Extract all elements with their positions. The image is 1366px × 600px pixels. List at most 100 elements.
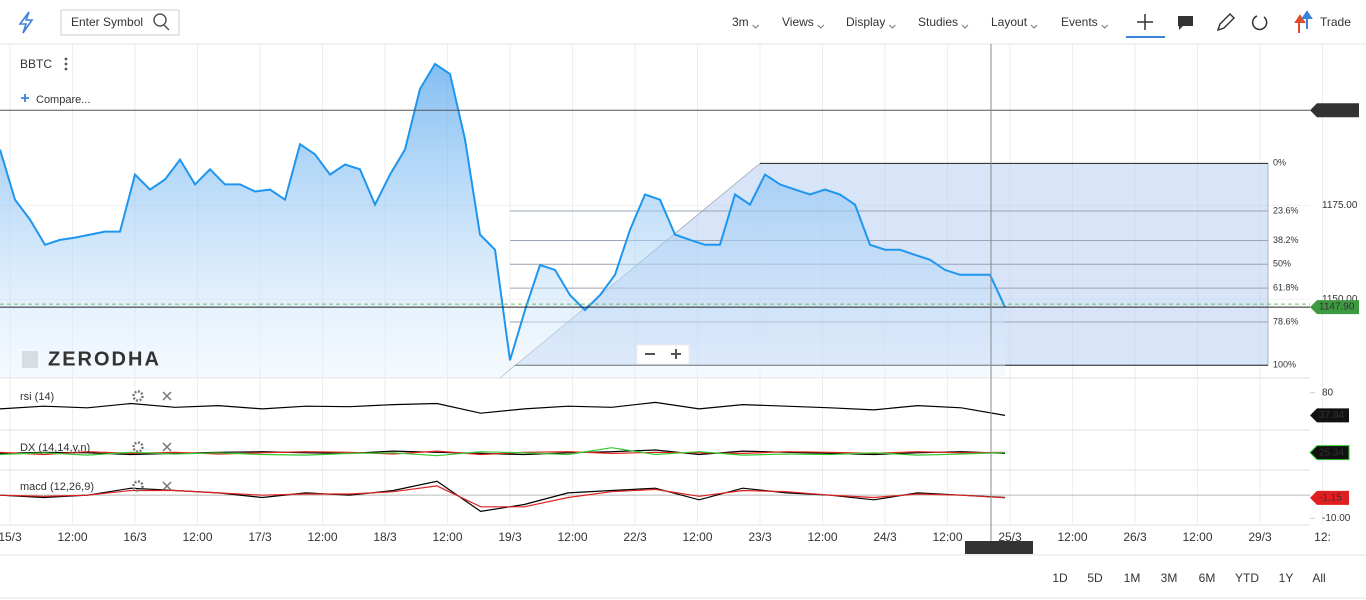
range-button[interactable]: 1M <box>1124 571 1141 585</box>
x-tick-label: 12: <box>1314 530 1331 544</box>
x-tick-label: 18/3 <box>373 530 397 544</box>
range-button[interactable]: 5D <box>1087 571 1103 585</box>
indicator-line <box>0 485 1006 508</box>
watermark: ZERODHA <box>48 348 161 370</box>
fib-level-label: 50% <box>1273 259 1291 269</box>
x-tick-label: 25/3 <box>998 530 1022 544</box>
x-tick-label: 12:00 <box>557 530 587 544</box>
x-tick-label: 12:00 <box>182 530 212 544</box>
range-button[interactable]: 1D <box>1052 571 1068 585</box>
menu-item[interactable]: 3m <box>732 15 749 29</box>
remove-icon[interactable] <box>162 442 172 452</box>
range-button[interactable]: YTD <box>1235 571 1259 585</box>
indicator-value: -1.15 <box>1319 492 1342 503</box>
watermark-logo <box>22 351 38 368</box>
last-price-tag <box>1310 300 1359 315</box>
x-tick-label: 24/3 <box>873 530 897 544</box>
y-tick-label: 1175.00 <box>1322 200 1358 211</box>
menu-item[interactable]: Display <box>846 15 885 29</box>
x-tick-label: 12:00 <box>307 530 337 544</box>
y-tick-label: 1150.00 <box>1322 294 1358 305</box>
menu-item[interactable]: Studies <box>918 15 958 29</box>
x-tick-label: 12:00 <box>57 530 87 544</box>
fib-level-label: 78.6% <box>1273 316 1299 326</box>
menu-chevron <box>889 24 896 29</box>
range-button[interactable]: 6M <box>1199 571 1216 585</box>
x-tick-label: 15/3 <box>0 530 22 544</box>
menu-chevron <box>1030 24 1038 29</box>
menu-item[interactable]: Views <box>782 15 814 29</box>
price-tag-label: 1200.35 <box>1319 105 1356 116</box>
menu-item[interactable]: Events <box>1061 15 1098 29</box>
crosshair-tool[interactable] <box>1137 14 1153 30</box>
x-tick-label: 19/3 <box>498 530 522 544</box>
trade-button[interactable]: Trade <box>1320 15 1351 29</box>
settings-icon[interactable] <box>132 441 144 453</box>
comment-tool[interactable] <box>1178 16 1193 30</box>
indicator-line <box>0 450 1006 456</box>
x-tick-label: 22/3 <box>623 530 647 544</box>
crosshair-tag <box>965 541 1033 554</box>
x-tick-label: 23/3 <box>748 530 772 544</box>
x-tick-label: 12:00 <box>807 530 837 544</box>
x-tick-label: 29/3 <box>1248 530 1272 544</box>
indicator-label: macd (12,26,9) <box>20 481 94 493</box>
x-tick-label: 12:00 <box>1182 530 1212 544</box>
plot: 15/3 12:00 16/3 12:00 17/3 12:00 18/3 12:00 19/3… <box>0 44 1359 554</box>
fib-level-label: 23.6% <box>1273 205 1299 215</box>
search-placeholder: Enter Symbol <box>71 15 143 29</box>
indicator-value: 37.84 <box>1319 410 1344 421</box>
indicator-tag <box>1310 490 1349 505</box>
indicator-tag <box>1310 408 1349 423</box>
indicator-tag <box>1309 445 1350 461</box>
x-tick-label: 12:00 <box>682 530 712 544</box>
compare-link[interactable]: Compare... <box>36 94 90 106</box>
remove-icon[interactable] <box>162 481 172 491</box>
trade-icon <box>1301 10 1313 29</box>
x-tick-label: 12:00 <box>432 530 462 544</box>
settings-icon[interactable] <box>132 390 144 402</box>
x-tick-label: 16/3 <box>123 530 147 544</box>
draw-tool[interactable] <box>1216 13 1235 32</box>
fib-level-label: 61.8% <box>1273 282 1299 292</box>
indicator-line <box>0 447 1006 457</box>
price-line <box>0 62 1006 361</box>
reset-tool[interactable] <box>1251 15 1268 31</box>
menu-chevron <box>961 24 969 29</box>
fib-level-label: 38.2% <box>1273 235 1299 245</box>
crosshair-label: 24/3 14:33 <box>975 543 1023 554</box>
x-tick-label: 12:00 <box>1057 530 1087 544</box>
logo-icon[interactable] <box>18 11 34 34</box>
zoom-controls <box>636 344 690 365</box>
menu-chevron <box>752 24 760 29</box>
menu-chevron <box>817 24 825 29</box>
indicator-line <box>0 401 1006 416</box>
indicator-label: DX (14,14,y,n) <box>20 442 90 454</box>
last-price-label: 1147.90 <box>1319 302 1355 313</box>
search-icon[interactable] <box>153 13 167 27</box>
zoom-in[interactable] <box>671 349 681 359</box>
fib-level-label: 0% <box>1273 158 1286 168</box>
x-tick-label: 12:00 <box>932 530 962 544</box>
indicator-value: 25.34 <box>1319 447 1344 458</box>
y-tick-label: 80 <box>1322 387 1334 398</box>
fib-level-label: 100% <box>1273 360 1296 370</box>
y-tick-label: -10.00 <box>1322 513 1351 524</box>
price-tag <box>1310 103 1359 118</box>
x-tick-label: 17/3 <box>248 530 272 544</box>
search-icon <box>163 24 170 31</box>
price-area <box>0 63 1005 379</box>
range-button[interactable]: All <box>1312 571 1325 585</box>
range-button[interactable]: 1Y <box>1279 571 1294 585</box>
symbol-name: BBTC <box>20 57 52 71</box>
remove-icon[interactable] <box>162 391 172 401</box>
x-tick-label: 26/3 <box>1123 530 1147 544</box>
menu: 3m Views Display Studies Layout Events <box>732 15 1109 29</box>
symbol-menu[interactable] <box>64 57 68 71</box>
compare-plus[interactable] <box>21 94 29 102</box>
settings-icon[interactable] <box>132 480 144 492</box>
range-button[interactable]: 3M <box>1161 571 1178 585</box>
menu-item[interactable]: Layout <box>991 15 1028 29</box>
menu-chevron <box>1101 24 1109 29</box>
